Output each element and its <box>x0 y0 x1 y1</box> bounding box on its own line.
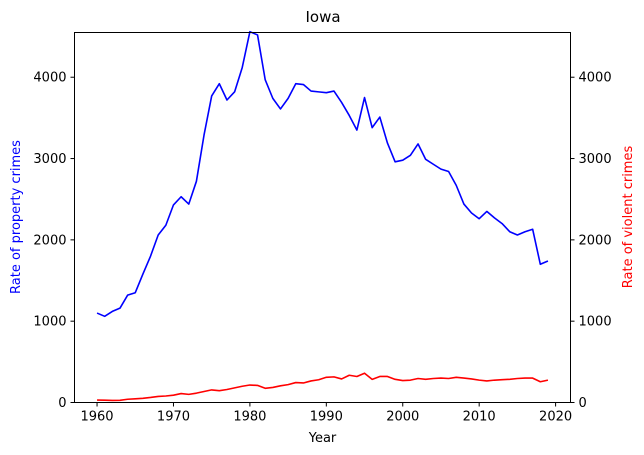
x-tick-label: 1980 <box>233 410 266 425</box>
left-y-tick-label: 0 <box>58 396 66 411</box>
left-y-tick-label: 3000 <box>33 152 66 167</box>
plot-lines <box>96 30 549 402</box>
left-y-axis-ticks: 0 1000 2000 3000 4000 <box>33 71 75 411</box>
x-tick-label: 1990 <box>310 410 343 425</box>
x-tick-label: 1960 <box>80 410 113 425</box>
plot-frame <box>74 32 571 403</box>
x-axis-label: Year <box>308 431 337 446</box>
left-y-tick-label: 4000 <box>33 71 66 86</box>
right-y-tick-label: 4000 <box>579 71 612 86</box>
violent-crimes-line <box>97 372 549 402</box>
x-tick-label: 2020 <box>539 410 572 425</box>
x-axis-ticks: 1960 1970 1980 1990 2000 2010 2020 <box>80 402 572 425</box>
x-tick-label: 2010 <box>463 410 496 425</box>
right-y-tick-label: 2000 <box>579 233 612 248</box>
chart-title: Iowa <box>305 8 340 26</box>
left-y-tick-label: 1000 <box>33 315 66 330</box>
right-y-axis-ticks: 0 1000 2000 3000 4000 <box>570 71 612 411</box>
right-y-tick-label: 1000 <box>579 315 612 330</box>
right-y-tick-label: 3000 <box>579 152 612 167</box>
left-y-axis-label: Rate of property crimes <box>9 140 24 294</box>
x-tick-label: 2000 <box>386 410 419 425</box>
property-crimes-line <box>96 30 549 318</box>
left-y-tick-label: 2000 <box>33 233 66 248</box>
x-tick-label: 1970 <box>157 410 190 425</box>
right-y-tick-label: 0 <box>579 396 587 411</box>
right-y-axis-label: Rate of violent crimes <box>621 146 636 289</box>
